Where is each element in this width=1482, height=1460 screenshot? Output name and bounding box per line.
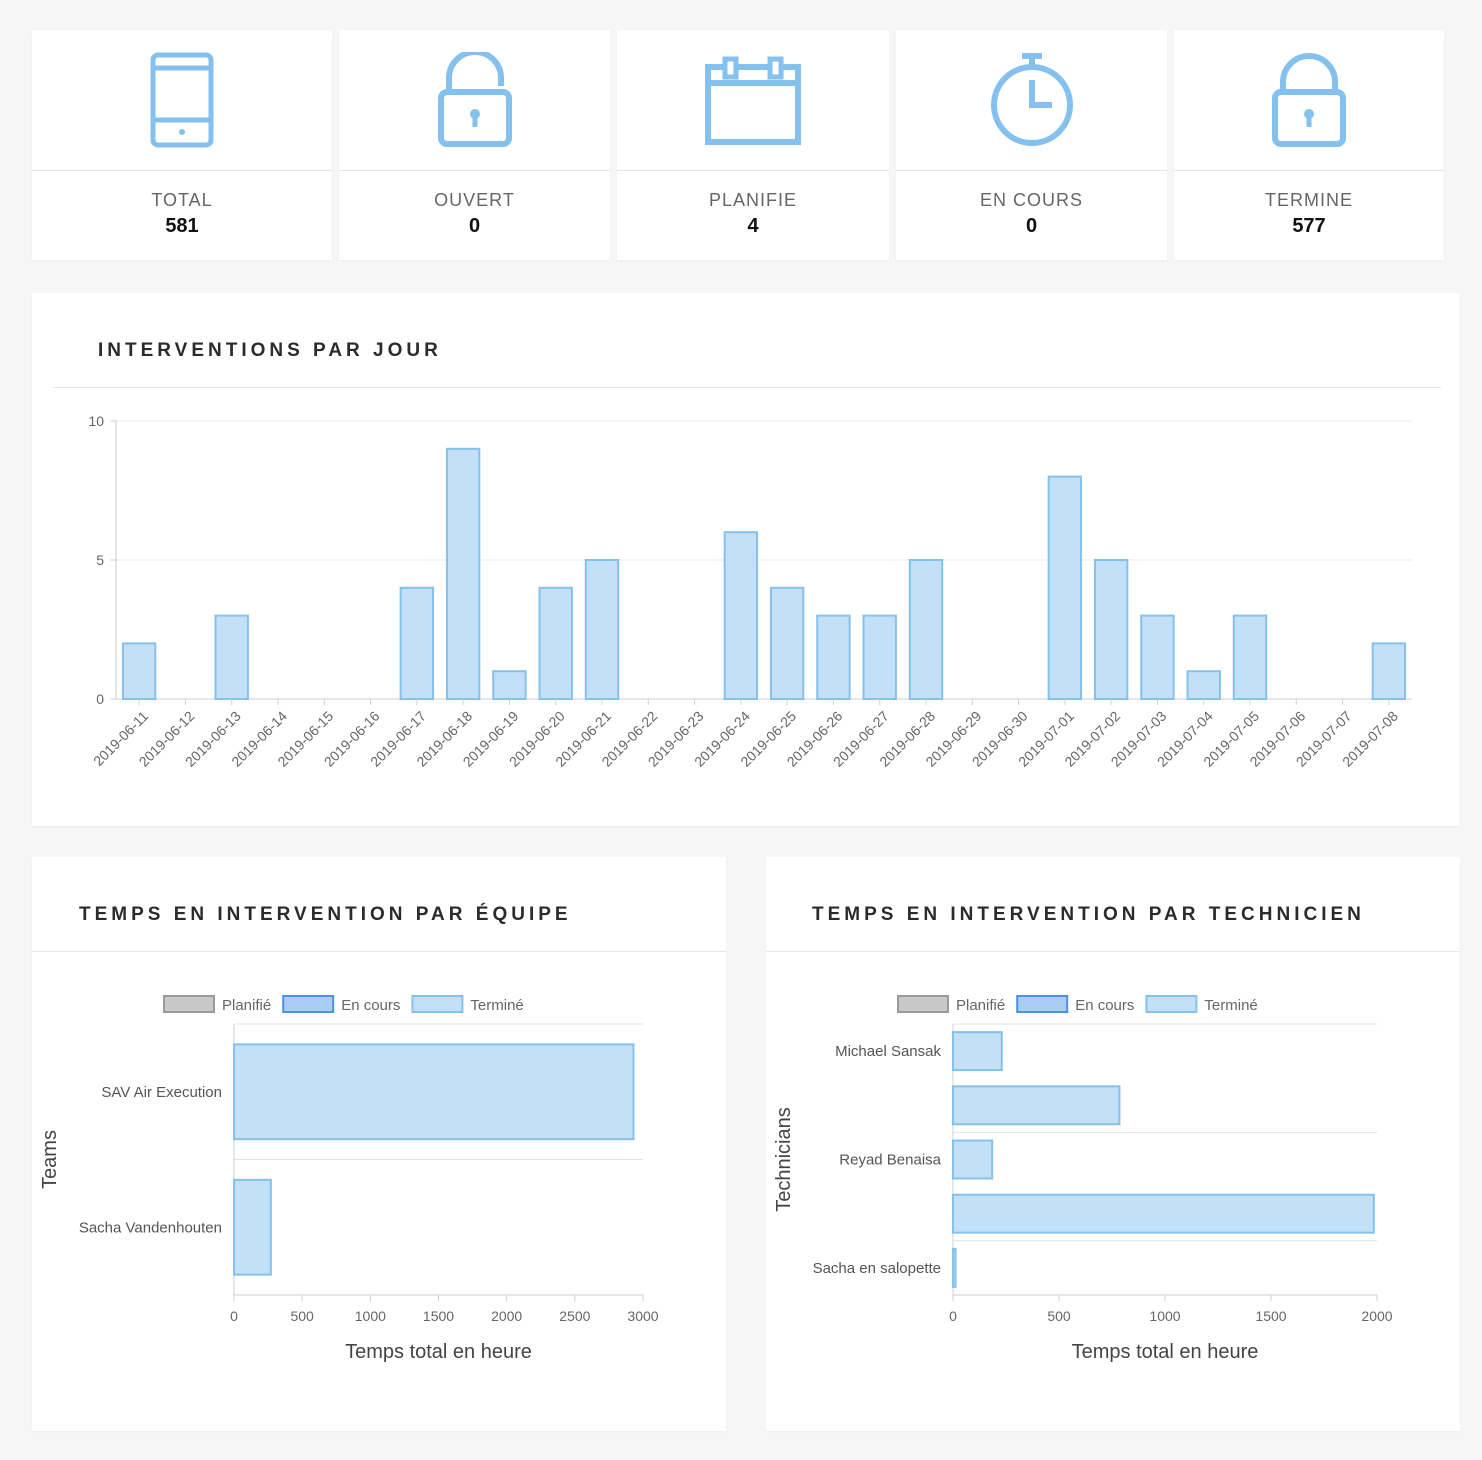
bar: [1047, 475, 1083, 700]
tech-hbar-chart: Planifié En cours Terminé 0 500 1000 1500 2000 M…: [773, 995, 1393, 1363]
stat-label: TOTAL: [151, 190, 213, 210]
stat-card-en-cours: EN COURS 0: [896, 30, 1167, 260]
y-tick-label: 5: [96, 552, 104, 568]
y-tick-label: Sacha en salopette: [813, 1260, 941, 1277]
legend-swatch: [897, 995, 949, 1013]
unlock-icon: [437, 52, 512, 147]
daily-bar-chart: 05102019-06-112019-06-122019-06-132019-0…: [88, 413, 1412, 770]
y-tick-label: Michael Sansak: [835, 1043, 941, 1060]
bar: [952, 1031, 1003, 1072]
tech-chart-panel: TEMPS EN INTERVENTION PAR TECHNICIEN Pla…: [766, 857, 1460, 1431]
lock-icon: [1272, 53, 1346, 147]
bar: [1186, 670, 1221, 701]
divider: [32, 951, 726, 952]
y-tick-label: 10: [88, 413, 104, 429]
x-tick-label: 500: [290, 1308, 314, 1324]
bar: [584, 559, 620, 700]
x-tick-label: 1000: [1149, 1308, 1180, 1324]
x-tick-label: 3000: [627, 1308, 658, 1324]
bar: [1371, 642, 1407, 700]
bar: [399, 586, 435, 700]
bar: [952, 1085, 1121, 1126]
stat-value: 0: [1025, 215, 1038, 237]
y-tick-label: SAV Air Execution: [101, 1084, 222, 1101]
x-tick-label: 500: [1047, 1308, 1071, 1324]
bar: [492, 670, 527, 701]
tablet-icon: [150, 52, 214, 148]
x-tick-label: 1500: [423, 1308, 454, 1324]
stat-label: PLANIFIE: [708, 190, 798, 210]
x-tick-label: 1500: [1255, 1308, 1286, 1324]
legend-swatch: [163, 995, 215, 1013]
bar: [233, 1043, 635, 1141]
stat-label: EN COURS: [979, 190, 1083, 210]
calendar-icon: [705, 56, 801, 145]
bar: [1232, 614, 1268, 701]
divider: [766, 951, 1460, 952]
legend-swatch: [1016, 995, 1069, 1013]
legend-label: En cours: [341, 997, 400, 1014]
bar: [816, 614, 851, 701]
stat-label: TERMINE: [1265, 190, 1353, 210]
team-chart-panel: TEMPS EN INTERVENTION PAR ÉQUIPE Planifi…: [32, 857, 726, 1431]
y-axis-title: Teams: [39, 1130, 61, 1189]
legend-label: En cours: [1075, 997, 1134, 1014]
bar: [1093, 559, 1129, 700]
panel-title: TEMPS EN INTERVENTION PAR ÉQUIPE: [79, 904, 572, 925]
bar: [445, 447, 481, 700]
bar: [538, 586, 573, 700]
legend-swatch: [411, 995, 464, 1013]
x-axis-title: Temps total en heure: [1072, 1341, 1259, 1363]
y-tick-label: 0: [96, 691, 104, 707]
legend-label: Planifié: [956, 997, 1005, 1014]
stat-card-ouvert: OUVERT 0: [339, 30, 610, 260]
legend-label: Planifié: [222, 997, 271, 1014]
stat-card-planifie: PLANIFIE 4: [617, 30, 889, 260]
panel-title: INTERVENTIONS PAR JOUR: [98, 340, 442, 361]
stat-label: OUVERT: [434, 190, 515, 210]
x-tick-label: 2500: [559, 1308, 590, 1324]
x-tick-label: 2000: [1361, 1308, 1392, 1324]
x-tick-label: 0: [949, 1308, 957, 1324]
legend-label: Terminé: [1204, 997, 1257, 1014]
legend-swatch: [1145, 995, 1198, 1013]
legend-label: Terminé: [470, 997, 523, 1014]
team-hbar-chart: Planifié En cours Terminé 0 500 1000 1500 2000 2…: [39, 995, 659, 1363]
x-tick-label: 1000: [355, 1308, 386, 1324]
bar: [723, 531, 759, 700]
y-axis-title: Technicians: [773, 1107, 795, 1212]
stat-value: 4: [747, 215, 759, 237]
y-tick-label: Sacha Vandenhouten: [79, 1219, 222, 1236]
bar: [862, 614, 897, 701]
bar: [121, 642, 157, 700]
bar: [952, 1139, 994, 1180]
bar: [769, 586, 805, 700]
y-tick-label: Reyad Benaisa: [839, 1152, 941, 1169]
stat-card-total: TOTAL 581: [32, 30, 332, 260]
stopwatch-icon: [990, 53, 1073, 146]
x-tick-label: 0: [230, 1308, 238, 1324]
x-tick-label: 2000: [491, 1308, 522, 1324]
stat-value: 577: [1292, 215, 1326, 237]
stat-card-termine: TERMINE 577: [1174, 30, 1444, 260]
daily-chart-panel: INTERVENTIONS PAR JOUR 0 5 10 2019-06-11 201…: [32, 293, 1460, 826]
stat-value: 0: [468, 215, 481, 237]
stat-value: 581: [165, 215, 199, 237]
panel-title: TEMPS EN INTERVENTION PAR TECHNICIEN: [812, 904, 1365, 925]
bar: [233, 1178, 272, 1276]
bar: [952, 1193, 1375, 1234]
bar: [214, 614, 249, 701]
x-axis-title: Temps total en heure: [345, 1341, 532, 1363]
bar: [1140, 614, 1175, 701]
bar: [952, 1247, 957, 1288]
divider: [53, 387, 1441, 388]
legend-swatch: [282, 995, 335, 1013]
bar: [908, 559, 944, 700]
